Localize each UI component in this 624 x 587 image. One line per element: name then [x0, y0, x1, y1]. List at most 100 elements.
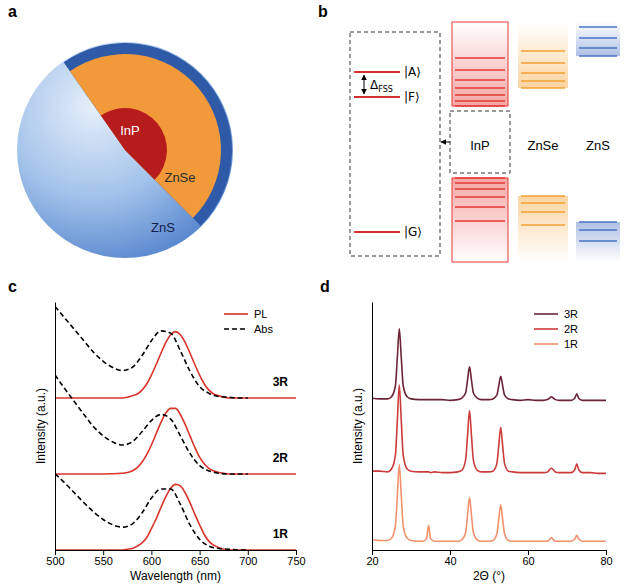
legend-swatch [534, 313, 558, 315]
energy-level [455, 87, 505, 89]
x-tick: 40 [444, 550, 456, 567]
x-tick-mark [55, 550, 56, 555]
chart-d: 204060802Θ (°)Intensity (a.u.)3R2R1R [351, 303, 613, 584]
x-tick: 700 [239, 550, 257, 567]
x-tick-label: 550 [95, 555, 113, 567]
x-axis: 20 40 60 80 [366, 550, 612, 567]
x-tick-label: 750 [287, 555, 305, 567]
legend-label: PL [254, 308, 267, 320]
panel-a: InP ZnSe ZnS [17, 42, 233, 258]
state-level [354, 231, 400, 233]
figure: a InP ZnSe ZnS b |A⟩ |F⟩ |G⟩ ΔFSS InP ZnSe ZnS c 3R 2R… [0, 0, 624, 587]
valence-band [518, 196, 568, 262]
splitting-arrow [364, 75, 365, 94]
cut-zns [64, 43, 232, 226]
energy-level [455, 94, 505, 96]
y-axis-line [372, 303, 373, 551]
x-tick-mark [151, 550, 152, 555]
layer-label: InP [120, 123, 140, 138]
x-axis-title: Wavelength (nm) [130, 569, 221, 583]
plot-area [372, 329, 606, 541]
panel-label: a [8, 3, 17, 20]
group-label: 3R [273, 375, 289, 389]
shell-zns [17, 42, 233, 258]
energy-level [579, 221, 617, 223]
group-label: 2R [273, 451, 289, 465]
energy-level [455, 182, 505, 184]
spectrum-line [55, 306, 248, 398]
x-tick-label: 40 [444, 555, 456, 567]
legend-label: 2R [564, 323, 578, 335]
legend: PL Abs [224, 308, 273, 335]
energy-level [579, 240, 617, 242]
x-axis: 500 550 600 650 700 750 [46, 550, 305, 567]
y-axis-title: Intensity (a.u.) [351, 388, 365, 464]
x-tick: 600 [143, 550, 161, 567]
pattern-line [372, 385, 606, 473]
x-tick-label: 500 [46, 555, 64, 567]
energy-level [521, 80, 565, 82]
cut-inp [101, 108, 167, 180]
energy-level [521, 202, 565, 204]
layer-label: ZnSe [164, 170, 195, 185]
chart-c: 3R 2R 1R 500 550 600 650 700 750 Wavelength (nm) I… [34, 303, 306, 584]
x-axis-title: 2Θ (°) [473, 569, 505, 583]
energy-level [455, 57, 505, 59]
state-label: |A⟩ [404, 65, 421, 79]
state-label: |G⟩ [404, 225, 422, 239]
legend-label: 3R [564, 308, 578, 320]
x-tick-mark [103, 550, 104, 555]
x-tick-mark [606, 550, 607, 555]
energy-level [455, 100, 505, 102]
x-tick-label: 60 [522, 555, 534, 567]
material-label: InP [470, 138, 490, 153]
energy-level [521, 87, 565, 89]
x-tick-label: 650 [191, 555, 209, 567]
x-tick: 80 [600, 550, 612, 567]
x-tick-mark [296, 550, 297, 555]
energy-level [455, 206, 505, 208]
y-axis-title: Intensity (a.u.) [34, 388, 48, 464]
legend-swatch [224, 313, 248, 315]
x-tick: 500 [46, 550, 64, 567]
x-tick-label: 600 [143, 555, 161, 567]
energy-level [521, 62, 565, 64]
energy-level [579, 47, 617, 49]
legend-swatch [534, 343, 558, 345]
conduction-band [576, 22, 620, 56]
panel-label: c [8, 278, 17, 295]
x-tick-label: 80 [600, 555, 612, 567]
splitting-label: ΔFSS [370, 78, 393, 94]
energy-level [579, 37, 617, 39]
panel-label: d [320, 278, 330, 295]
x-tick-mark [450, 550, 451, 555]
x-tick-label: 20 [366, 555, 378, 567]
cut-znse [70, 54, 221, 218]
legend-swatch [224, 328, 248, 330]
x-tick-mark [372, 550, 373, 555]
energy-level [579, 26, 617, 28]
spectrum-line [55, 408, 296, 474]
layer-label: ZnS [151, 220, 175, 235]
state-level [354, 71, 400, 73]
legend-label: Abs [254, 323, 273, 335]
energy-level [521, 195, 565, 197]
state-box [350, 32, 440, 256]
energy-level [455, 79, 505, 81]
energy-level [521, 224, 565, 226]
energy-level [521, 72, 565, 74]
x-tick: 60 [522, 550, 534, 567]
energy-level [455, 188, 505, 190]
y-axis [55, 303, 56, 551]
energy-level [455, 220, 505, 222]
zoom-arrow [441, 142, 450, 143]
panel-label: b [318, 3, 328, 20]
state-label: |F⟩ [404, 90, 420, 104]
group-label: 1R [273, 527, 289, 541]
energy-level [455, 69, 505, 71]
x-axis-line [373, 551, 607, 556]
x-tick: 750 [287, 550, 305, 567]
panel-b: |A⟩|F⟩|G⟩ΔFSSInPZnSeZnS [350, 22, 620, 262]
y-axis-line [55, 303, 56, 551]
energy-level [455, 105, 505, 107]
